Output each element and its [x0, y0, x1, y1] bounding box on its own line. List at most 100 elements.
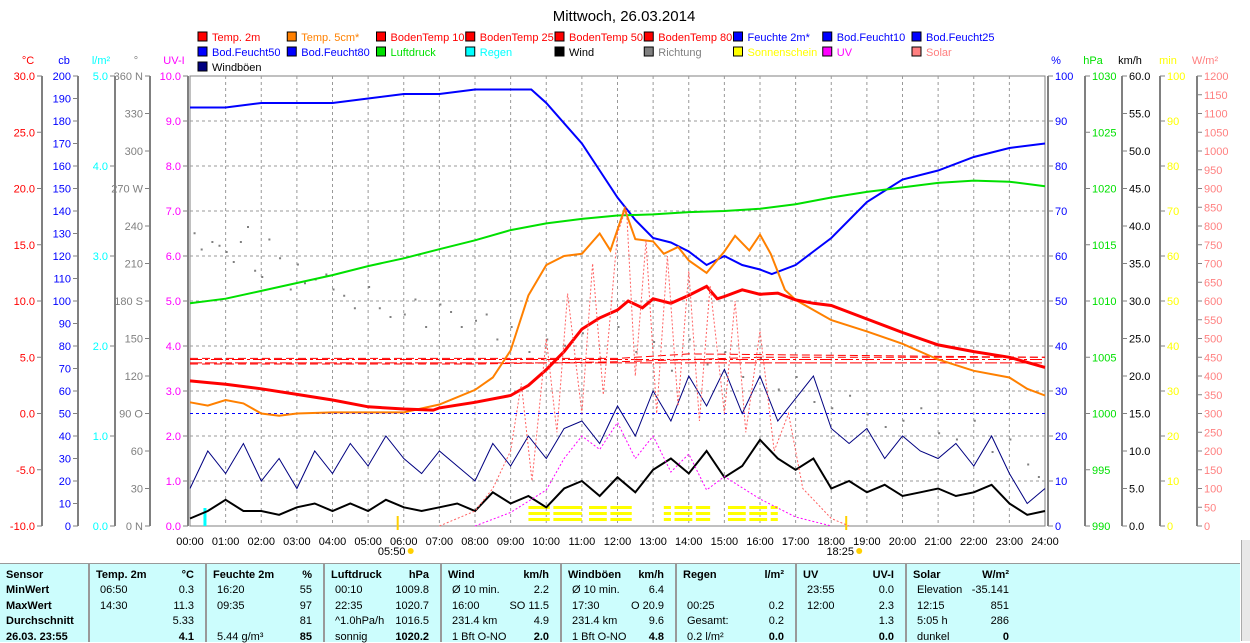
cb-tick-label: 60 [59, 386, 71, 398]
sun-icon [407, 548, 414, 554]
x-tick-label: 03:00 [283, 536, 311, 548]
solar-axis-unit: W/m² [1192, 55, 1219, 67]
cell-value: 55 [299, 584, 312, 596]
legend-label: Luftdruck [391, 47, 437, 59]
legend-item: Regen [465, 46, 512, 59]
column-header: Luftdruck [331, 569, 382, 581]
cell-value: 81 [299, 615, 312, 627]
table-column: UV UV-I 23:55 0.0 12:00 2.3 1.3 0.0 [795, 564, 902, 643]
legend-item: Richtung [643, 46, 702, 59]
sunshine-bar [528, 506, 550, 509]
temp-tick-label: 15.0 [14, 240, 35, 252]
direction-point [268, 238, 271, 241]
press-tick-label: 1010 [1092, 296, 1116, 308]
cb-axis-unit: cb [58, 55, 70, 67]
cb-tick-label: 200 [53, 71, 71, 83]
cell-label: 12:15 [917, 599, 945, 612]
direction-point [706, 363, 709, 366]
cell-value: 1020.7 [395, 599, 429, 612]
solar-tick-label: 150 [1204, 465, 1222, 477]
dir-tick-label: 180 S [114, 296, 143, 308]
hum-tick-label: 70 [1055, 206, 1067, 218]
cell-label: 1 Bft O-NO [572, 630, 627, 643]
hum-tick-label: 0 [1055, 521, 1061, 533]
cell-value: 1.3 [878, 615, 894, 627]
temp-tick-label: 0.0 [20, 409, 35, 421]
legend-item: Bod.Feucht25 [911, 31, 995, 44]
uv-tick-label: 8.0 [166, 161, 181, 173]
wind-tick-label: 10.0 [1129, 446, 1150, 458]
legend-swatch [197, 61, 208, 72]
scrollbar[interactable] [1241, 540, 1250, 641]
dir-tick-label: 300 [125, 146, 143, 158]
series-wind [189, 438, 1046, 520]
dir-axis-unit: ° [134, 55, 138, 67]
cb-tick-label: 120 [53, 251, 71, 263]
legend-item: BodenTemp 25 [465, 31, 554, 44]
sun-tick-label: 0 [1167, 521, 1173, 533]
legend-item: BodenTemp 80 [643, 31, 732, 44]
cell-value: 286 [990, 615, 1009, 627]
cb-tick-label: 20 [59, 476, 71, 488]
plot-area: 00:00 01:00 02:00 03:00 04:00 05:00 06:00 07:00… [176, 75, 1059, 558]
hum-tick-label: 60 [1055, 251, 1067, 263]
wind-tick-label: 55.0 [1129, 109, 1150, 121]
table-column: Luftdruck hPa 00:10 1009.8 22:35 1020.7 ^1.0hP… [323, 564, 437, 643]
legend-label: BodenTemp 50 [569, 32, 643, 44]
cell-value: 0.0 [878, 630, 894, 643]
column-header: Temp. 2m [96, 569, 147, 581]
solar-tick-label: 100 [1204, 484, 1222, 496]
legend-swatch [911, 31, 922, 42]
wind-tick-label: 35.0 [1129, 259, 1150, 271]
direction-point [261, 276, 264, 278]
sunshine-bar [749, 518, 768, 521]
direction-point [325, 273, 328, 276]
legend-swatch [822, 31, 833, 42]
legend-item: UV [822, 46, 853, 59]
cb-tick-label: 30 [59, 454, 71, 466]
legend-swatch [197, 46, 208, 57]
sunshine-bar [770, 506, 778, 509]
hum-tick-label: 10 [1055, 476, 1067, 488]
sunshine-bar [727, 512, 746, 515]
direction-point [439, 303, 442, 306]
dir-tick-label: 0 N [126, 521, 143, 533]
cb-tick-label: 190 [53, 94, 71, 106]
direction-point [296, 263, 299, 266]
dir-tick-label: 240 [125, 221, 143, 233]
legend: Temp. 2m Temp. 5cm* BodenTemp 10 BodenTemp … [197, 31, 995, 74]
x-tick-label: 11:00 [569, 536, 596, 548]
x-tick-label: 24:00 [1031, 536, 1059, 548]
column-header: Feuchte 2m [213, 569, 275, 581]
rain-tick-label: 2.0 [93, 341, 108, 353]
sunshine-bar [589, 506, 607, 509]
rain-tick-label: 1.0 [93, 431, 108, 443]
sunshine-bar [695, 512, 711, 515]
legend-swatch [554, 31, 565, 42]
column-unit: l/m² [764, 569, 784, 581]
cell-value: 0.0 [878, 584, 894, 596]
cell-value: 97 [299, 599, 312, 612]
legend-swatch [554, 46, 565, 57]
solar-tick-label: 1050 [1204, 127, 1228, 139]
direction-point [1009, 438, 1012, 441]
direction-point [991, 451, 994, 453]
hum-tick-label: 90 [1055, 116, 1067, 128]
cb-tick-label: 10 [59, 499, 71, 511]
direction-point [460, 326, 463, 328]
cb-tick-label: 180 [53, 116, 71, 128]
cb-tick-label: 170 [53, 139, 71, 151]
direction-point [831, 407, 834, 410]
direction-point [884, 426, 887, 428]
cell-value: 0.3 [178, 584, 194, 596]
column-header: UV [803, 569, 819, 581]
solar-tick-label: 1100 [1204, 109, 1228, 121]
cell-value: 85 [299, 630, 312, 643]
rain-tick-label: 0.0 [93, 521, 108, 533]
cell-label: 16:00 [452, 599, 480, 612]
direction-point [378, 307, 381, 310]
legend-item: Temp. 5cm* [286, 31, 360, 44]
table-column: Regen l/m² 00:25 0.2 Gesamt: 0.2 0.2 l/m² 0.0 [675, 564, 792, 643]
direction-point [304, 282, 306, 285]
direction-point [528, 351, 531, 353]
